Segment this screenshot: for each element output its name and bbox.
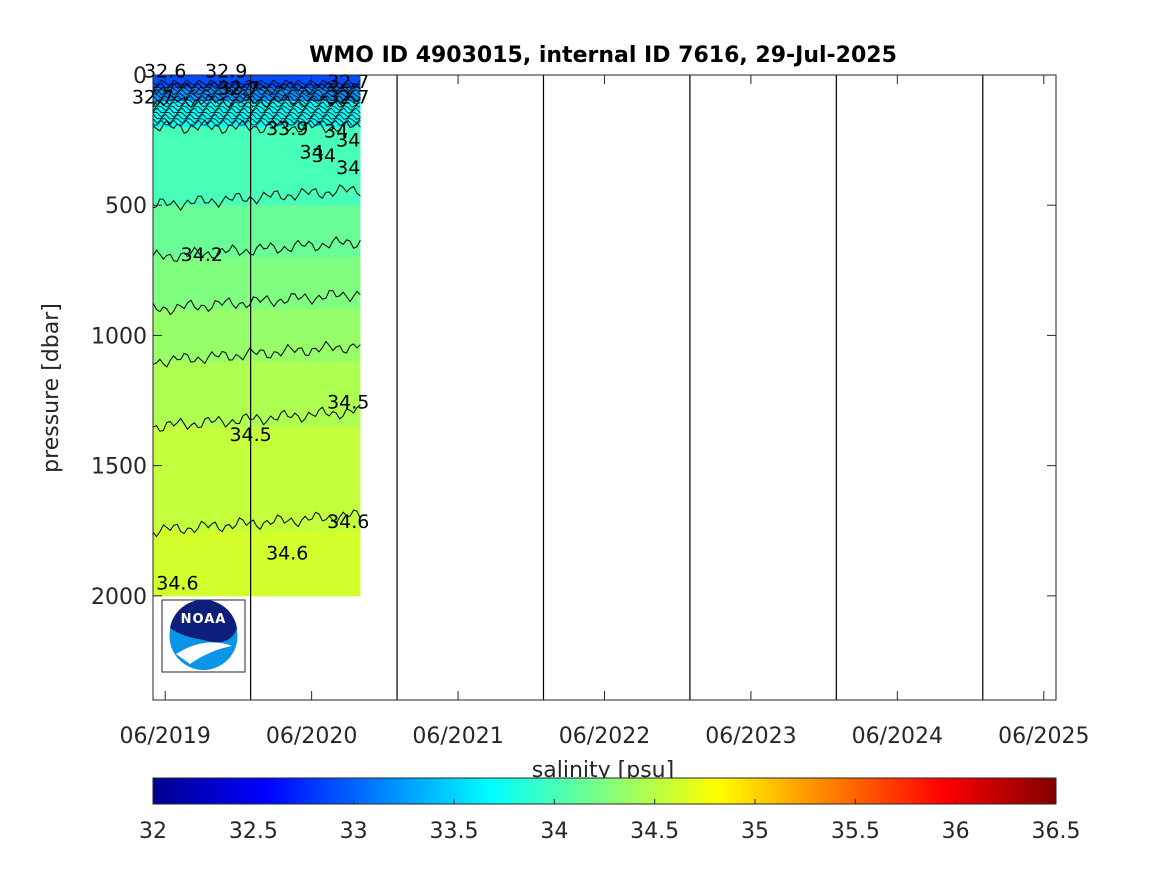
x-axis: 06/2019 06/2020 06/2021 06/2022 06/2023 06/20… [119, 75, 1090, 749]
heatmap-layer [153, 426, 361, 532]
contour-line [153, 117, 361, 124]
colorbar-tick-label: 35 [741, 819, 769, 844]
contour-label: 34 [324, 121, 348, 143]
colorbar: 32 32.5 33 33.5 34 34.5 35 35.5 36 36.5 [139, 777, 1080, 844]
contour-line [153, 404, 361, 432]
contour-label: 34.6 [266, 542, 308, 564]
contour-line [153, 509, 361, 538]
logo-top [170, 599, 237, 643]
heatmap-layer [153, 75, 361, 89]
colorbar-tick-label: 33 [340, 819, 368, 844]
contour-label: 33.9 [266, 118, 308, 140]
plot-area: 34.234.534.534.634.634.6343434343433.932… [91, 61, 1090, 749]
y-tick-label: 2000 [91, 585, 147, 610]
contour-label: 34.6 [327, 511, 369, 533]
contour-line [153, 113, 361, 120]
colorbar-tick-label: 32 [139, 819, 167, 844]
contour-line [153, 119, 361, 134]
contour-line [153, 85, 361, 93]
colorbar-tick-label: 34 [540, 819, 568, 844]
x-tick-label: 06/2024 [852, 724, 943, 749]
colorbar-tick-label: 34.5 [630, 819, 679, 844]
year-separator-lines [250, 75, 984, 700]
x-tick-label: 06/2023 [705, 724, 796, 749]
contour-label: 34.5 [327, 391, 369, 413]
x-tick-label: 06/2021 [412, 724, 503, 749]
contour-label: 32.7 [327, 71, 369, 93]
contour-line [153, 80, 361, 96]
x-tick-label: 06/2025 [998, 724, 1089, 749]
contour-label: 34 [312, 145, 336, 167]
contour-line [153, 79, 361, 86]
colorbar-gradient [152, 777, 1057, 805]
colorbar-tick-label: 32.5 [229, 819, 278, 844]
x-tick-label: 06/2019 [119, 724, 210, 749]
contour-line [153, 236, 361, 262]
contour-line [153, 289, 361, 316]
colorbar-tick-label: 35.5 [831, 819, 880, 844]
contour-label: 34 [336, 130, 360, 152]
contour-line [153, 119, 361, 126]
y-axis-label: pressure [dbar] [39, 303, 64, 473]
y-tick-label: 1500 [91, 455, 147, 480]
noaa-logo: NOAA [161, 599, 246, 673]
contour-line [153, 98, 361, 106]
logo-text: NOAA [181, 612, 227, 627]
contour-line [153, 93, 361, 109]
heatmap-layer [153, 530, 361, 597]
colorbar-tick-label: 36.5 [1032, 819, 1081, 844]
heatmap-layer [153, 361, 361, 428]
colorbar-tick-label: 36 [942, 819, 970, 844]
heatmap-layer [153, 309, 361, 362]
contour-line [153, 107, 361, 114]
y-axis: 0 500 1000 1500 2000 [91, 64, 1056, 610]
contour-label: 34.2 [181, 244, 223, 266]
x-tick-label: 06/2022 [559, 724, 650, 749]
contour-line [153, 184, 361, 211]
contour-line [153, 82, 361, 90]
y-tick-label: 500 [105, 194, 147, 219]
contour-label: 34 [336, 157, 360, 179]
contour-line [153, 111, 361, 118]
contour-line [153, 92, 361, 99]
colorbar-tick-label: 33.5 [430, 819, 479, 844]
contour-line [153, 340, 361, 368]
y-tick-label: 0 [133, 64, 147, 89]
contour-label: 34.5 [229, 424, 271, 446]
contour-line [153, 104, 361, 112]
contour-lines [153, 79, 361, 538]
x-tick-label: 06/2020 [266, 724, 357, 749]
heatmap-layer [153, 205, 361, 258]
contour-labels: 34.234.534.534.634.634.6343434343433.932… [132, 61, 370, 595]
heatmap-layer [153, 257, 361, 310]
contour-label: 32.9 [205, 61, 247, 83]
y-tick-label: 1000 [91, 324, 147, 349]
contour-line [153, 95, 361, 102]
colorbar-ticks: 32 32.5 33 33.5 34 34.5 35 35.5 36 36.5 [139, 799, 1080, 844]
contour-line [153, 88, 361, 96]
contour-label: 34.6 [156, 572, 198, 594]
chart-title: WMO ID 4903015, internal ID 7616, 29-Jul… [309, 43, 897, 68]
contour-label: 32.6 [144, 61, 186, 83]
logo-bird [176, 642, 232, 664]
contour-label: 32.7 [327, 87, 369, 109]
contour-label: 34 [300, 141, 324, 163]
contour-label: 32.7 [217, 78, 259, 100]
